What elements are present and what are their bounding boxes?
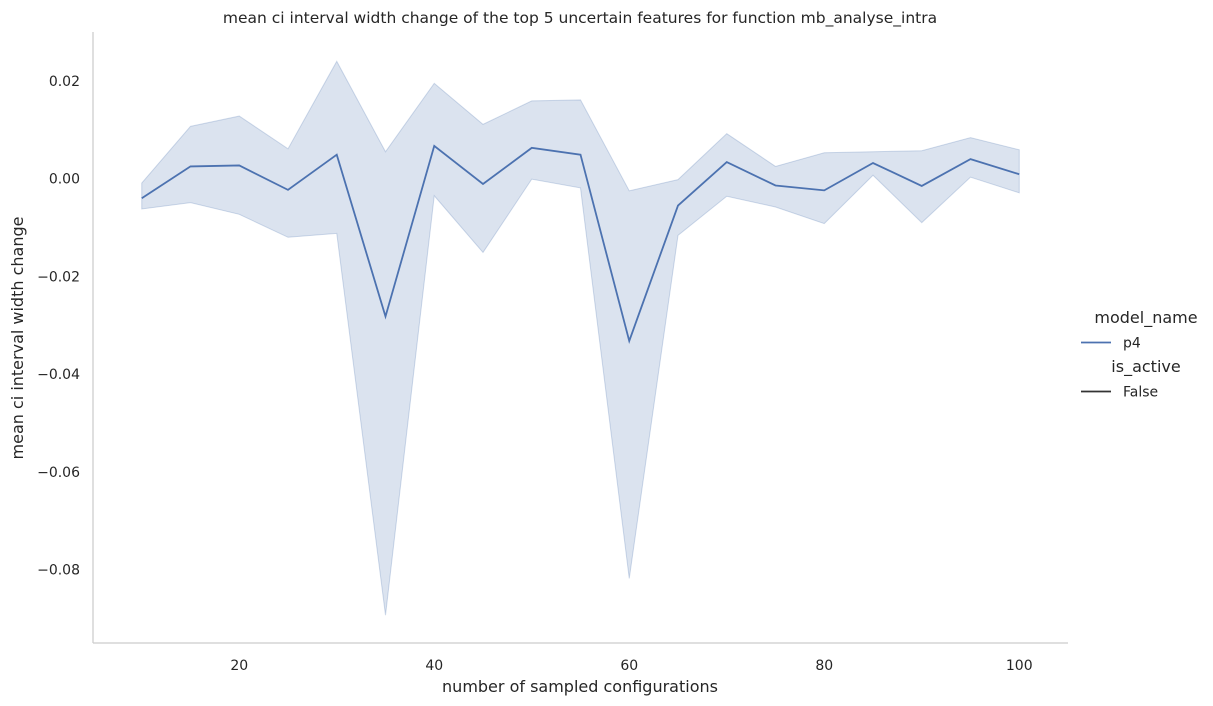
legend: model_name p4 is_active False <box>1081 308 1198 401</box>
x-tick-labels: 20 40 60 80 100 <box>230 658 1032 674</box>
x-tick-label: 60 <box>620 658 638 674</box>
plot-area <box>141 60 1020 616</box>
series-line-p4 <box>141 144 1020 344</box>
x-tick-label: 100 <box>1006 658 1033 674</box>
x-axis-label: number of sampled configurations <box>442 677 718 696</box>
y-tick-labels: 0.02 0.00 −0.02 −0.04 −0.06 −0.08 <box>37 74 80 579</box>
y-tick-label: 0.00 <box>49 172 80 188</box>
confidence-band <box>141 60 1020 616</box>
y-tick-label: −0.02 <box>37 269 80 285</box>
chart-title: mean ci interval width change of the top… <box>223 9 937 28</box>
x-tick-label: 20 <box>230 658 248 674</box>
y-tick-label: 0.02 <box>49 74 80 90</box>
y-tick-label: −0.04 <box>37 367 80 383</box>
legend-title: is_active <box>1111 357 1180 377</box>
legend-title: model_name <box>1094 308 1197 328</box>
legend-entry-label: p4 <box>1123 336 1141 352</box>
x-tick-label: 80 <box>815 658 833 674</box>
y-tick-label: −0.06 <box>37 465 80 481</box>
y-axis-label: mean ci interval width change <box>8 217 27 460</box>
x-tick-label: 40 <box>425 658 443 674</box>
legend-entry-label: False <box>1123 385 1158 401</box>
y-tick-label: −0.08 <box>37 563 80 579</box>
